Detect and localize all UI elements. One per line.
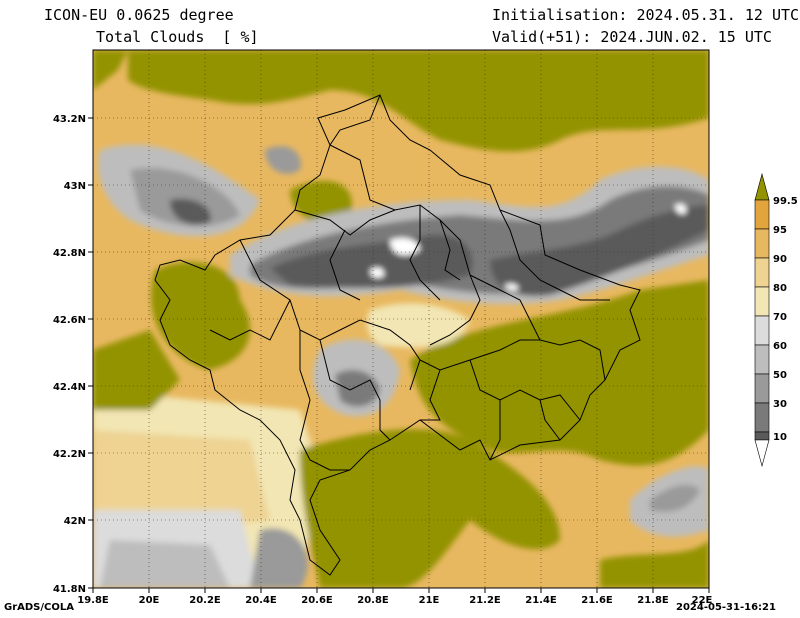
colorbar-label: 90 xyxy=(773,254,787,265)
lon-tick-label: 21E xyxy=(419,595,440,606)
lat-tick-label: 42.2N xyxy=(53,449,86,460)
colorbar-label: 80 xyxy=(773,283,787,294)
initialisation-time: Initialisation: 2024.05.31. 12 UTC xyxy=(492,6,800,24)
axis-ticks xyxy=(88,117,710,593)
colorbar-swatch xyxy=(754,315,770,346)
region-borders xyxy=(154,94,641,576)
colorbar-swatch xyxy=(754,344,770,375)
colorbar-swatch xyxy=(754,199,770,230)
lon-tick-label: 21.4E xyxy=(525,595,557,606)
graticule xyxy=(93,50,709,588)
colorbar-swatch xyxy=(754,373,770,404)
lon-tick-label: 22E xyxy=(692,595,713,606)
colorbar-label: 60 xyxy=(773,341,787,352)
colorbar-top-arrow xyxy=(754,172,770,201)
lat-tick-label: 42.6N xyxy=(53,315,86,326)
model-title: ICON-EU 0.0625 degree xyxy=(44,6,234,24)
lat-tick-label: 41.8N xyxy=(53,584,86,595)
footer-timestamp: 2024-05-31-16:21 xyxy=(676,602,776,613)
colorbar-swatch xyxy=(754,286,770,317)
colorbar-label: 70 xyxy=(773,312,787,323)
colorbar-label: 95 xyxy=(773,225,787,236)
lat-tick-label: 43N xyxy=(64,181,86,192)
lon-tick-label: 20.4E xyxy=(245,595,277,606)
lon-tick-label: 21.2E xyxy=(469,595,501,606)
valid-time: Valid(+51): 2024.JUN.02. 15 UTC xyxy=(492,28,772,46)
colorbar-swatch xyxy=(754,431,770,441)
lon-tick-label: 19.8E xyxy=(77,595,109,606)
lon-tick-label: 21.6E xyxy=(581,595,613,606)
lat-tick-labels: 43.2N 43N 42.8N 42.6N 42.4N 42.2N 42N 41… xyxy=(53,114,86,595)
colorbar-legend xyxy=(754,172,770,468)
colorbar-swatch xyxy=(754,228,770,259)
variable-title: Total Clouds [ %] xyxy=(96,28,259,46)
colorbar-swatch xyxy=(754,402,770,433)
cloud-field xyxy=(93,50,709,588)
colorbar-bottom-arrow xyxy=(754,439,770,468)
lat-tick-label: 42.4N xyxy=(53,382,86,393)
lat-tick-label: 42.8N xyxy=(53,248,86,259)
lat-tick-label: 42N xyxy=(64,516,86,527)
colorbar-label: 10 xyxy=(773,432,787,443)
colorbar-label: 30 xyxy=(773,399,787,410)
lon-tick-label: 20.2E xyxy=(189,595,221,606)
colorbar-labels: 99.5 95 90 80 70 60 50 30 10 xyxy=(773,196,798,443)
lat-tick-label: 43.2N xyxy=(53,114,86,125)
colorbar-label: 50 xyxy=(773,370,787,381)
lon-tick-label: 20.8E xyxy=(357,595,389,606)
footer-credit: GrADS/COLA xyxy=(4,602,74,613)
colorbar-label: 99.5 xyxy=(773,196,798,207)
lon-tick-label: 20.6E xyxy=(301,595,333,606)
lon-tick-label: 21.8E xyxy=(637,595,669,606)
lon-tick-labels: 19.8E 20E 20.2E 20.4E 20.6E 20.8E 21E 21… xyxy=(77,595,712,606)
lon-tick-label: 20E xyxy=(139,595,160,606)
colorbar-swatch xyxy=(754,257,770,288)
